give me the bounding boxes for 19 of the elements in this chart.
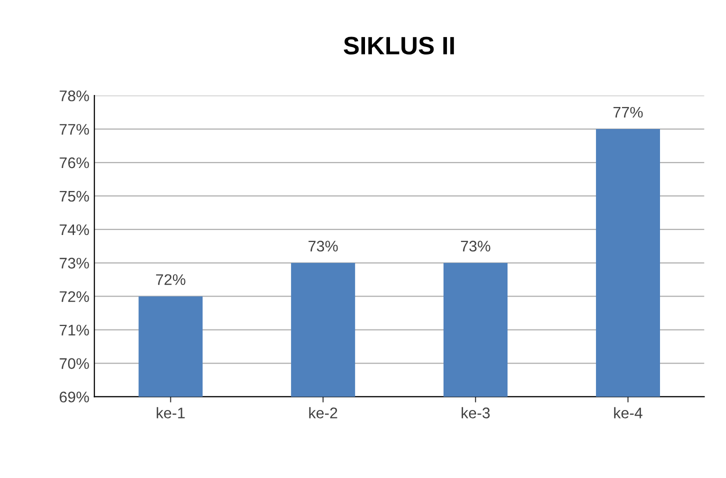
x-tick-label: ke-3 — [462, 407, 490, 418]
data-label: 72% — [156, 274, 186, 285]
y-tick-label: 69% — [60, 392, 89, 402]
y-tick-label: 73% — [60, 258, 89, 269]
data-label: 77% — [613, 106, 643, 118]
chart-title: SIKLUS II — [344, 36, 454, 55]
x-tick-label: ke-4 — [614, 407, 642, 418]
y-tick-label: 76% — [60, 157, 89, 168]
data-label: 73% — [461, 240, 490, 252]
y-tick-label: 72% — [60, 291, 89, 302]
y-tick-label: 71% — [60, 324, 89, 336]
y-tick-label: 75% — [60, 190, 89, 202]
x-tick-label: ke-2 — [309, 407, 338, 418]
x-tick-label: ke-1 — [156, 407, 185, 418]
y-tick-label: 78% — [60, 90, 89, 102]
data-label: 73% — [308, 240, 338, 252]
y-tick-label: 70% — [60, 358, 89, 369]
y-tick-label: 74% — [60, 224, 89, 236]
y-tick-label: 77% — [60, 124, 89, 135]
